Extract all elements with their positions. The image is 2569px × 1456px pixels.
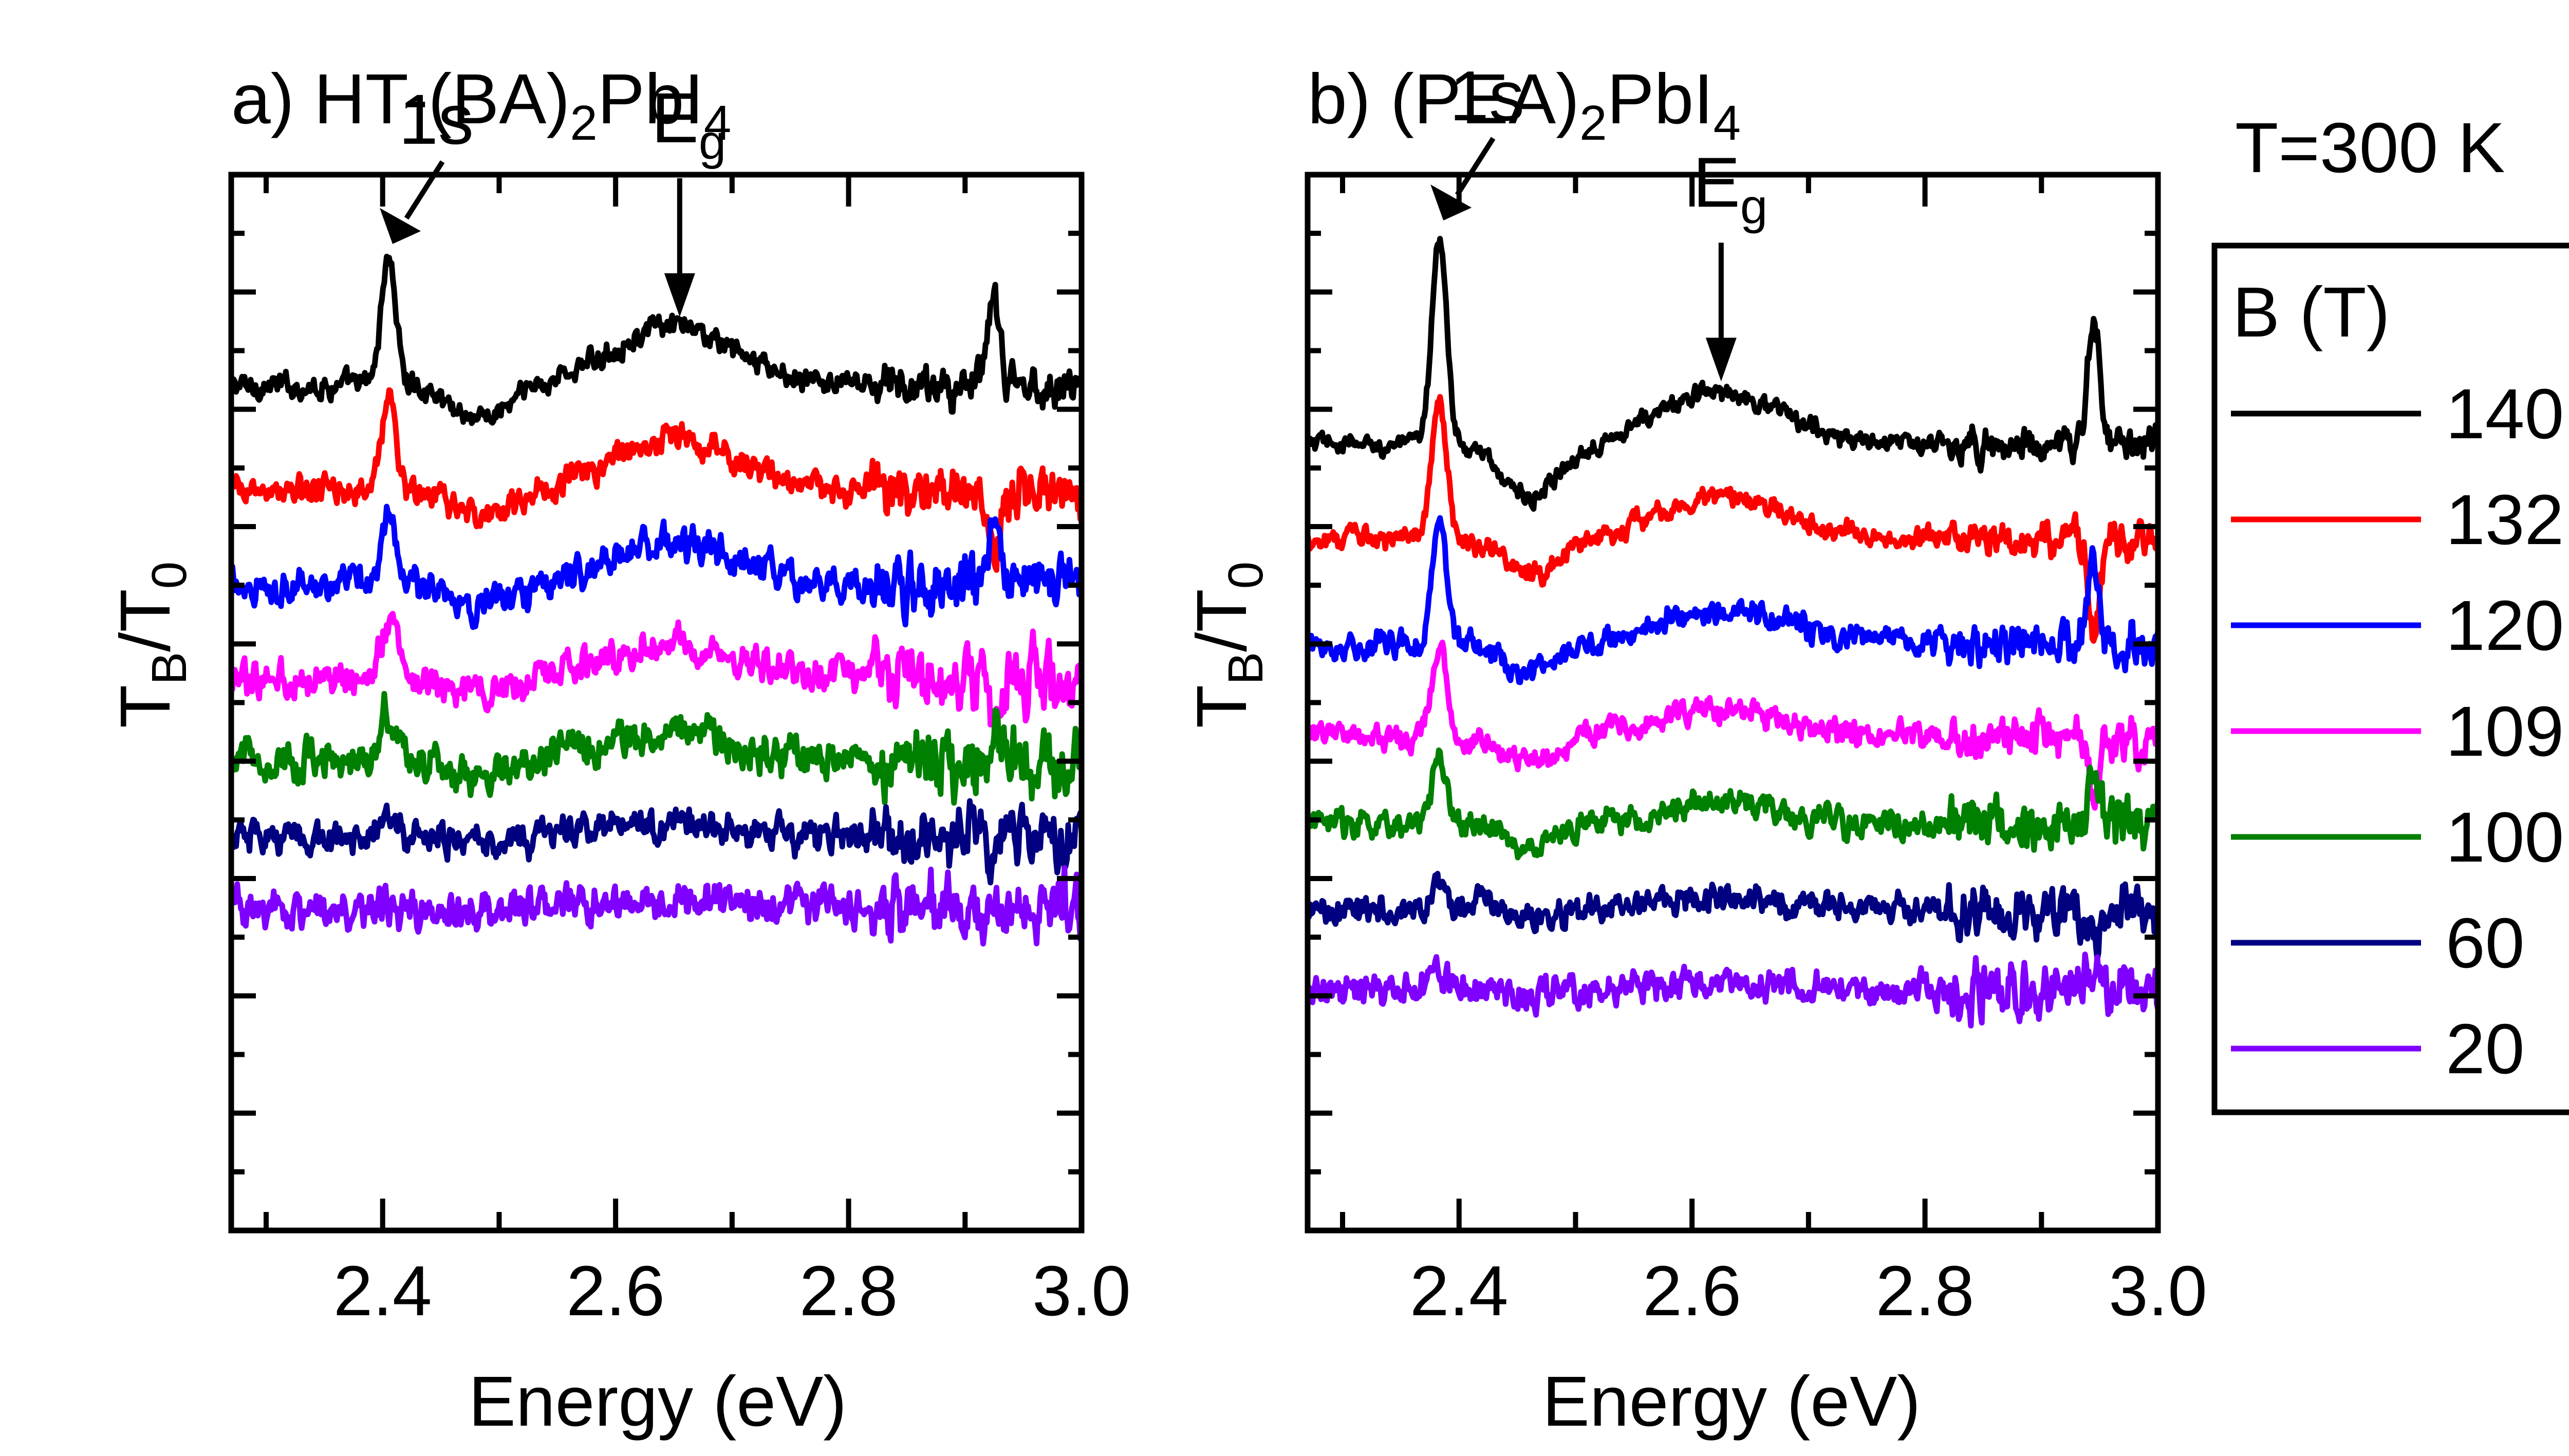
annotation-1s: 1s	[399, 80, 474, 159]
annotation-arrow-1s	[404, 160, 445, 220]
series-line-20	[231, 865, 1082, 947]
legend-label-100: 100	[2446, 798, 2564, 877]
legend-label-60: 60	[2446, 904, 2525, 983]
x-tick-label: 2.4	[1410, 1252, 1509, 1331]
x-tick-label: 2.8	[799, 1252, 898, 1331]
series-line-132	[231, 387, 1082, 573]
y-axis-label: TB/T0	[106, 562, 197, 728]
series-line-60	[1308, 871, 2158, 962]
annotation-1s: 1s	[1449, 57, 1524, 136]
legend-label-109: 109	[2446, 692, 2564, 771]
x-axis-label: Energy (eV)	[469, 1362, 847, 1441]
legend-frame	[2211, 242, 2569, 1115]
series-line-132	[1308, 394, 2158, 644]
panel-title: a) HT-(BA)2PbI4	[231, 60, 731, 151]
annotation-arrowhead-1s	[1430, 184, 1472, 221]
plot-area: 2.4 2.6 2.8 3.0 1s Eg	[1305, 57, 2207, 1331]
panel-b: b) (PEA)2PbI4 TB/T0 Energy (eV) 2.4 2.6 2.…	[1182, 57, 2207, 1441]
y-axis-label: TB/T0	[1182, 562, 1273, 728]
x-tick-label: 3.0	[1032, 1252, 1131, 1331]
legend-entries: 140 132 120 109 100 60 20	[2231, 375, 2564, 1089]
series-line-100	[231, 690, 1082, 806]
x-tick-label: 2.8	[1876, 1252, 1975, 1331]
annotation-eg: Eg	[1693, 143, 1767, 234]
series-line-109	[231, 611, 1082, 728]
plot-frame	[228, 172, 1085, 1234]
plot-frame	[1305, 172, 2161, 1234]
legend-label-20: 20	[2446, 1010, 2525, 1089]
x-tick-label: 2.6	[566, 1252, 665, 1331]
panel-a: a) HT-(BA)2PbI4 TB/T0 Energy (eV) 2.4 2.6…	[106, 60, 1131, 1441]
series-line-60	[231, 798, 1082, 886]
annotation-arrowhead-1s	[380, 208, 421, 244]
annotation-arrowhead-eg	[664, 273, 695, 317]
annotation-arrow-1s	[1455, 137, 1496, 196]
x-tick-label: 2.4	[333, 1252, 432, 1331]
series-line-120	[231, 503, 1082, 630]
temperature-label: T=300 K	[2235, 108, 2505, 188]
panel-title: b) (PEA)2PbI4	[1308, 60, 1741, 151]
series-line-100	[1308, 747, 2158, 861]
legend-label-132: 132	[2446, 480, 2564, 559]
legend: B (T) 140 132 120 109 100 60 20	[2211, 242, 2569, 1115]
legend-title: B (T)	[2232, 273, 2390, 352]
legend-label-140: 140	[2446, 375, 2564, 454]
annotation-arrowhead-eg	[1705, 338, 1737, 382]
series-line-109	[1308, 639, 2158, 811]
x-tick-label: 2.6	[1643, 1252, 1741, 1331]
annotation-eg: Eg	[651, 79, 726, 170]
series-line-140	[1308, 236, 2158, 512]
plot-area: 2.4 2.6 2.8 3.0 1s Eg	[228, 79, 1131, 1331]
series-line-20	[1308, 951, 2158, 1029]
x-tick-label: 3.0	[2109, 1252, 2207, 1331]
series-line-140	[231, 253, 1082, 426]
series-line-120	[1308, 515, 2158, 685]
legend-label-120: 120	[2446, 586, 2564, 665]
x-axis-label: Energy (eV)	[1542, 1362, 1921, 1441]
